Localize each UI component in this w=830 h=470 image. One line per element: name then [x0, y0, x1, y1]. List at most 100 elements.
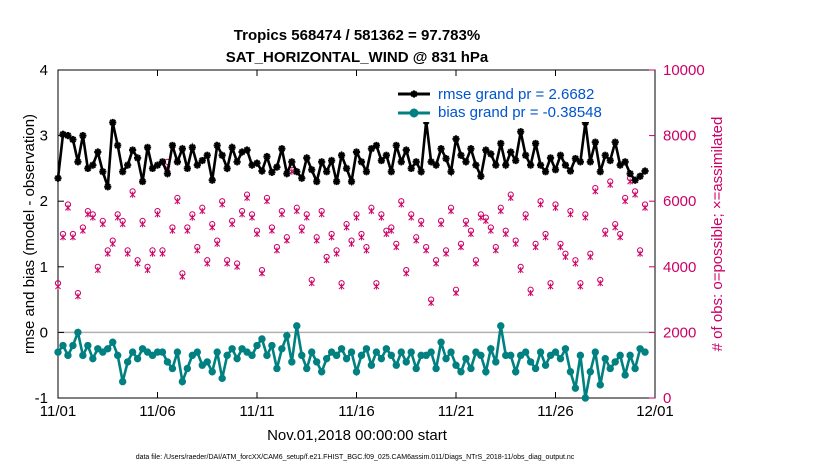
rmse-point: [79, 132, 87, 140]
bias-point: [327, 348, 336, 356]
rmse-point: [512, 156, 520, 165]
bias-point: [551, 348, 560, 356]
rmse-point: [462, 158, 470, 166]
assimilated-obs-point: [69, 234, 76, 241]
bias-point: [492, 358, 500, 366]
assimilated-obs-point: [214, 240, 221, 247]
bias-point: [143, 348, 152, 356]
rmse-point: [293, 168, 301, 176]
bias-point: [84, 341, 92, 350]
x-axis-label: Nov.01,2018 00:00:00 start: [267, 427, 448, 444]
assimilated-obs-point: [104, 250, 111, 257]
bias-point: [606, 364, 614, 373]
plot-area: [57, 69, 656, 399]
bias-point: [596, 381, 604, 389]
assimilated-obs-point: [273, 247, 280, 254]
assimilated-obs-point: [512, 240, 519, 247]
bias-point: [203, 358, 211, 366]
assimilated-obs-point: [159, 250, 166, 257]
assimilated-obs-point: [219, 201, 226, 208]
rmse-point: [268, 168, 276, 176]
bias-point: [69, 341, 77, 350]
assimilated-obs-point: [537, 201, 544, 208]
rmse-point: [566, 167, 575, 175]
x-tick-label: 11/16: [338, 403, 374, 420]
bias-point: [357, 351, 366, 360]
assimilated-obs-point: [244, 194, 251, 202]
rmse-point: [626, 170, 634, 178]
bias-point: [94, 345, 102, 353]
rmse-point: [372, 141, 380, 150]
rmse-point: [163, 170, 172, 178]
bias-point: [223, 351, 231, 360]
bias-point: [507, 351, 515, 360]
rmse-point: [397, 158, 405, 166]
assimilated-obs-point: [557, 244, 564, 251]
bias-point: [626, 351, 634, 360]
rmse-point: [527, 161, 535, 169]
bias-point: [59, 341, 67, 350]
bias-point: [571, 384, 580, 392]
bias-point: [616, 351, 624, 360]
assimilated-obs-point: [308, 280, 315, 287]
assimilated-obs-point: [582, 214, 589, 221]
y-right-tick-label: 8000: [663, 128, 696, 145]
assimilated-obs-point: [209, 224, 216, 231]
rmse-point: [382, 151, 390, 159]
assimilated-obs-point: [393, 244, 400, 251]
assimilated-obs-point: [477, 214, 484, 221]
assimilated-obs-point: [398, 201, 405, 208]
rmse-point: [492, 161, 500, 169]
bias-point: [591, 348, 599, 356]
bias-point: [407, 348, 415, 356]
assimilated-obs-point: [139, 221, 146, 228]
assimilated-obs-point: [552, 204, 559, 211]
bias-point: [482, 368, 490, 376]
rmse-point: [94, 148, 102, 156]
bias-point: [521, 348, 530, 356]
x-tick-label: 11/06: [139, 403, 175, 420]
bias-point: [372, 348, 381, 356]
bias-point: [173, 348, 182, 356]
bias-point: [332, 351, 341, 360]
rmse-point: [432, 161, 440, 169]
assimilated-obs-point: [293, 207, 300, 215]
assimilated-obs-point: [268, 227, 275, 234]
y-right-tick-label: 10000: [663, 62, 705, 79]
assimilated-obs-point: [428, 299, 435, 306]
rmse-point: [596, 168, 604, 176]
assimilated-obs-point: [403, 270, 410, 277]
legend-bias-marker: [409, 108, 419, 118]
assimilated-obs-point: [254, 230, 260, 238]
bias-point: [531, 364, 540, 373]
bias-point: [248, 351, 256, 360]
bias-point: [228, 345, 236, 353]
bias-point: [163, 358, 172, 366]
rmse-point: [64, 132, 72, 140]
bias-point: [636, 345, 644, 353]
bias-point: [308, 348, 316, 356]
rmse-point: [402, 146, 410, 154]
assimilated-obs-point: [89, 214, 96, 221]
assimilated-obs-point: [129, 191, 136, 198]
rmse-point: [178, 145, 186, 153]
assimilated-obs-point: [497, 207, 504, 215]
bias-point: [621, 371, 629, 379]
bias-point: [253, 341, 261, 350]
rmse-point: [367, 145, 376, 153]
assimilated-obs-point: [338, 283, 345, 290]
rmse-point: [308, 166, 316, 174]
assimilated-obs-point: [55, 283, 61, 290]
y-axis-left: -1 0 1 2 3 4: [35, 62, 64, 407]
assimilated-obs-point: [622, 198, 629, 205]
assimilated-obs-point: [124, 250, 131, 257]
bias-point: [462, 354, 470, 363]
rmse-point: [263, 152, 271, 161]
bias-point: [288, 358, 296, 366]
bias-point: [104, 345, 112, 353]
rmse-point: [586, 158, 594, 166]
rmse-legend-star: [410, 90, 418, 98]
assimilated-obs-point: [487, 227, 494, 234]
bias-point: [168, 364, 177, 373]
rmse-point: [69, 135, 77, 144]
